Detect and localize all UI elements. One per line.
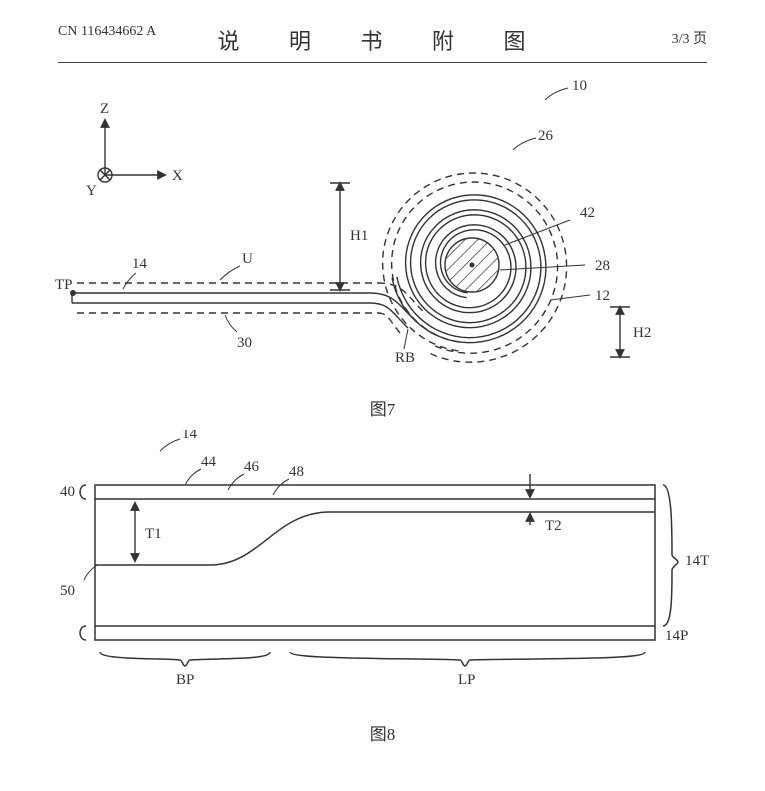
figure-7: Z X Y H1 H2 TP 14 U 30 [0, 55, 765, 385]
page-number: 3/3 页 [672, 28, 707, 48]
label-bp: BP [176, 672, 194, 688]
label-lp: LP [458, 672, 476, 688]
label-28: 28 [595, 258, 610, 274]
axis-x-label: X [172, 168, 183, 184]
label-40: 40 [60, 484, 75, 500]
axis-z-label: Z [100, 101, 109, 117]
label-12: 12 [595, 288, 610, 304]
label-26: 26 [538, 128, 554, 144]
label-rb: RB [395, 350, 415, 366]
label-tp: TP [55, 277, 73, 293]
page: CN 116434662 A 说 明 书 附 图 3/3 页 Z X Y [0, 0, 765, 791]
label-48: 48 [289, 464, 304, 480]
label-50: 50 [60, 583, 75, 599]
label-44: 44 [201, 454, 217, 470]
label-t2: T2 [545, 518, 562, 534]
label-46: 46 [244, 459, 260, 475]
label-h1: H1 [350, 228, 368, 244]
label-42: 42 [580, 205, 595, 221]
label-10: 10 [572, 78, 587, 94]
publication-number: CN 116434662 A [58, 24, 156, 40]
figure-8: T1 T2 14 44 46 48 40 50 14T 14P BP LP [0, 430, 765, 710]
label-14b: 14 [182, 430, 198, 442]
label-30: 30 [237, 335, 252, 351]
axis-y-label: Y [86, 183, 97, 199]
label-14t: 14T [685, 553, 709, 569]
label-14: 14 [132, 256, 148, 272]
label-t1: T1 [145, 526, 162, 542]
label-u: U [242, 251, 253, 267]
figure-8-caption: 图8 [0, 720, 765, 745]
label-h2: H2 [633, 325, 651, 341]
label-14p: 14P [665, 628, 688, 644]
figure-7-caption: 图7 [0, 395, 765, 420]
